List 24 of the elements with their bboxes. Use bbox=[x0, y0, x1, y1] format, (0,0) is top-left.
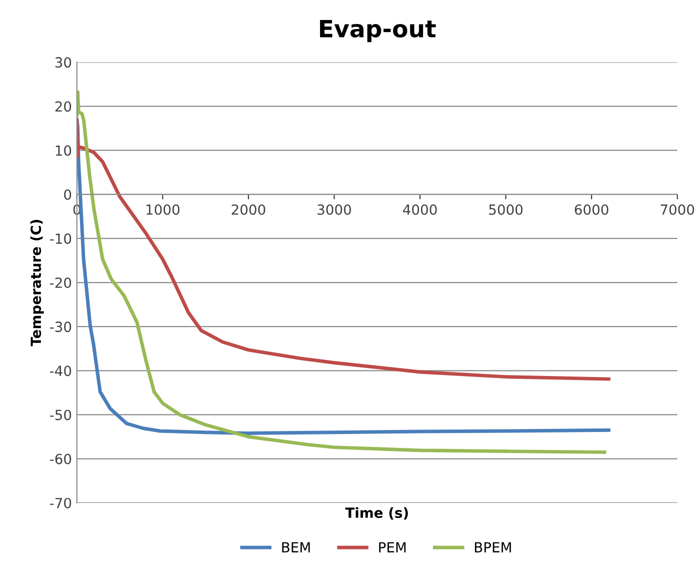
x-tick-label: 7000 bbox=[660, 204, 694, 215]
legend-label: BEM bbox=[282, 542, 310, 552]
y-tick-label: -20 bbox=[50, 277, 72, 288]
y-tick-label: 10 bbox=[56, 145, 72, 156]
y-tick-label: 0 bbox=[64, 189, 72, 200]
y-tick-label: 30 bbox=[55, 57, 72, 68]
y-tick-label: 20 bbox=[55, 101, 72, 112]
x-tick-label: 6000 bbox=[574, 204, 608, 215]
x-tick-label: 4000 bbox=[403, 204, 437, 215]
y-tick-label: -50 bbox=[50, 410, 72, 420]
x-tick-label: 1000 bbox=[146, 204, 180, 215]
x-tick-label: 2000 bbox=[232, 204, 266, 215]
x-tick-label: 5000 bbox=[489, 204, 523, 215]
legend-label: PEM bbox=[379, 542, 406, 552]
chart-title: Evap-out bbox=[320, 20, 436, 42]
legend-label: BPEM bbox=[474, 542, 511, 552]
y-tick-label: -40 bbox=[50, 366, 72, 376]
x-tick-label: 3000 bbox=[318, 204, 351, 215]
y-tick-label: -60 bbox=[50, 454, 72, 464]
y-axis-title: Temperature (C) bbox=[30, 220, 44, 346]
y-tick-label: -10 bbox=[50, 233, 72, 244]
y-tick-label: -30 bbox=[50, 322, 72, 332]
y-tick-label: -70 bbox=[50, 498, 72, 508]
x-axis-title: Time (s) bbox=[345, 507, 408, 520]
